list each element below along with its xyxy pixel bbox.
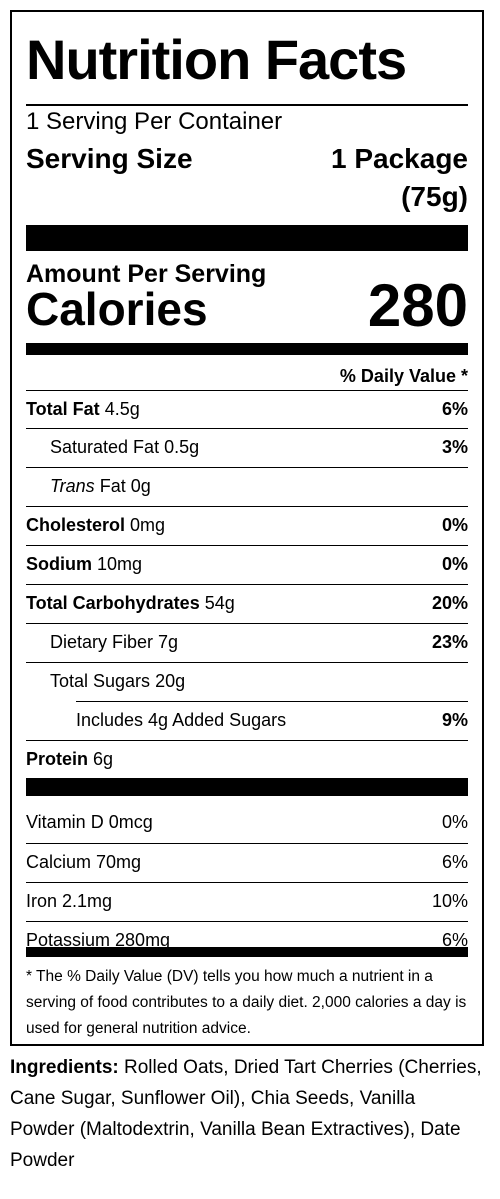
nutrient-name: Total Sugars [50, 671, 151, 691]
nutrient-row-cholesterol: Cholesterol 0mg 0% [26, 506, 468, 544]
nutrient-name: Includes 4g Added Sugars [76, 710, 287, 730]
nutrient-amount: 4.5g [104, 399, 140, 419]
nutrient-amount: 20g [155, 671, 186, 691]
ingredients-statement: Ingredients: Rolled Oats, Dried Tart Che… [10, 1052, 484, 1176]
medium-divider [26, 947, 468, 957]
serving-size-label: Serving Size [26, 143, 193, 174]
daily-value-footnote: * The % Daily Value (DV) tells you how m… [26, 968, 467, 1037]
amount-per-serving-label: Amount Per Serving [26, 260, 267, 288]
vitamin-label: Iron 2.1mg [26, 891, 113, 911]
nutrient-row-protein: Protein 6g [26, 740, 468, 778]
nutrient-amount: 10mg [97, 554, 143, 574]
nutrient-row-total-fat: Total Fat 4.5g 6% [26, 390, 468, 428]
nutrient-amount: Fat 0g [99, 476, 151, 496]
nutrient-row-sodium: Sodium 10mg 0% [26, 545, 468, 583]
vitamin-dv: 10% [431, 891, 468, 911]
nutrient-dv: 0% [441, 554, 468, 574]
vitamin-label: Vitamin D 0mcg [26, 812, 153, 832]
nutrient-row-total-sugars: Total Sugars 20g [26, 662, 468, 700]
divider [26, 104, 468, 106]
vitamin-row-iron: Iron 2.1mg 10% [26, 882, 468, 920]
panel-title: Nutrition Facts [26, 28, 407, 91]
serving-size-grams: (75g) [401, 181, 468, 212]
vitamin-row-potassium: Potassium 280mg 6% [26, 921, 468, 959]
medium-divider [26, 343, 468, 355]
nutrient-name: Cholesterol [26, 515, 126, 535]
vitamin-dv: 6% [441, 930, 468, 950]
nutrient-name: Dietary Fiber [50, 632, 154, 652]
nutrient-amount: 7g [158, 632, 179, 652]
ingredients-label: Ingredients: [10, 1057, 119, 1078]
nutrient-row-total-carbohydrates: Total Carbohydrates 54g 20% [26, 584, 468, 622]
vitamin-row-vitamin-d: Vitamin D 0mcg 0% [26, 804, 468, 842]
nutrient-dv: 9% [441, 710, 468, 730]
vitamin-dv: 0% [441, 812, 468, 832]
nutrient-name: Protein [26, 749, 89, 769]
nutrient-row-saturated-fat: Saturated Fat 0.5g 3% [26, 428, 468, 466]
nutrient-dv: 23% [431, 632, 468, 652]
serving-size-value: 1 Package [331, 143, 468, 174]
nutrient-name: Sodium [26, 554, 92, 574]
nutrient-dv: 0% [441, 515, 468, 535]
calories-label: Calories [26, 283, 208, 335]
daily-value-header: % Daily Value * [339, 366, 468, 386]
ingredients-text: Rolled Oats, Dried Tart Cherries (Cherri… [10, 1057, 482, 1171]
vitamin-dv: 6% [441, 852, 468, 872]
vitamin-row-calcium: Calcium 70mg 6% [26, 843, 468, 881]
nutrient-dv: 6% [441, 399, 468, 419]
nutrient-dv: 20% [431, 593, 468, 613]
servings-per-container: 1 Serving Per Container [26, 108, 283, 135]
thick-divider [26, 778, 468, 796]
vitamin-label: Calcium 70mg [26, 852, 142, 872]
nutrient-amount: 6g [93, 749, 114, 769]
thick-divider [26, 225, 468, 251]
nutrient-dv: 3% [441, 437, 468, 457]
nutrient-name: Trans [50, 476, 95, 496]
nutrient-amount: 0mg [130, 515, 166, 535]
vitamin-label: Potassium 280mg [26, 930, 171, 950]
nutrient-amount: 0.5g [164, 437, 200, 457]
nutrient-row-dietary-fiber: Dietary Fiber 7g 23% [26, 623, 468, 661]
nutrient-name: Saturated Fat [50, 437, 160, 457]
nutrient-name: Total Fat [26, 399, 100, 419]
calories-value: 280 [367, 272, 468, 339]
nutrient-name: Total Carbohydrates [26, 593, 200, 613]
nutrient-amount: 54g [204, 593, 235, 613]
nutrient-row-trans-fat: Trans Fat 0g [26, 467, 468, 505]
nutrient-row-added-sugars: Includes 4g Added Sugars 9% [76, 701, 468, 739]
nutrition-facts-panel: Nutrition Facts 1 Serving Per Container … [10, 10, 484, 1046]
